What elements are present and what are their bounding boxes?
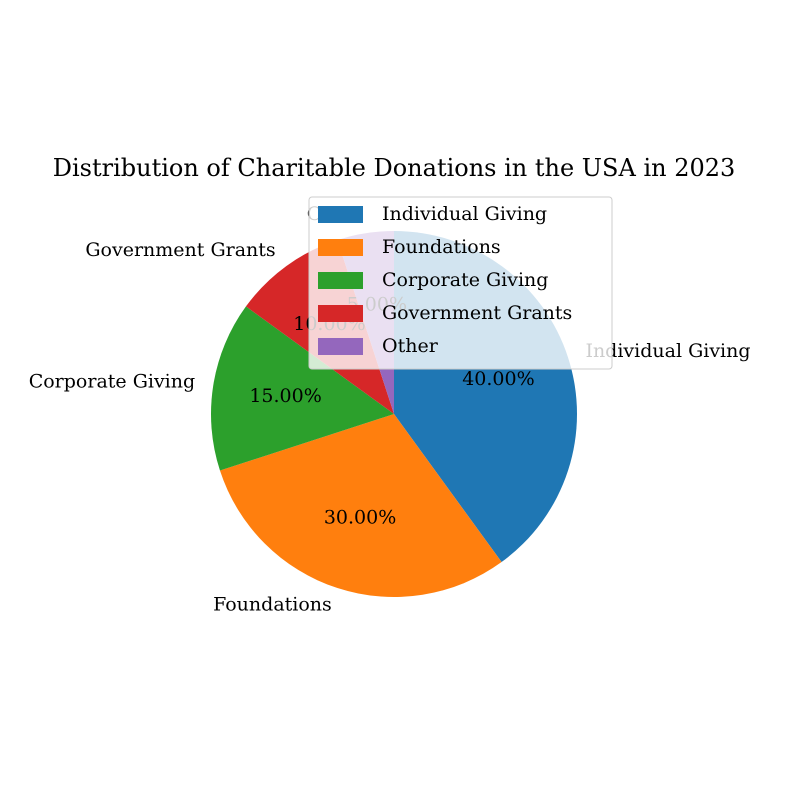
- slice-label-government-grants: Government Grants: [85, 239, 275, 261]
- legend: Individual Giving Foundations Corporate Gi…: [308, 196, 613, 370]
- chart-title: Distribution of Charitable Donations in …: [53, 154, 736, 182]
- legend-frame: [308, 196, 613, 370]
- legend-label-other: Other: [382, 335, 439, 357]
- percent-label-individual-giving: 40.00%: [462, 368, 534, 390]
- legend-label-corporate-giving: Corporate Giving: [382, 269, 548, 291]
- legend-item-corporate-giving: Corporate Giving: [318, 269, 548, 291]
- legend-swatch-corporate-giving: [318, 272, 363, 289]
- legend-swatch-other: [318, 338, 363, 355]
- legend-item-government-grants: Government Grants: [318, 302, 572, 324]
- pie-slice-foundations: [219, 414, 502, 597]
- legend-item-individual-giving: Individual Giving: [318, 203, 547, 225]
- slice-label-corporate-giving: Corporate Giving: [29, 371, 195, 393]
- legend-item-other: Other: [318, 335, 439, 357]
- slice-label-individual-giving: Individual Giving: [585, 340, 750, 362]
- legend-swatch-government-grants: [318, 305, 363, 322]
- percent-label-foundations: 30.00%: [324, 506, 396, 528]
- legend-item-foundations: Foundations: [318, 236, 501, 258]
- legend-swatch-individual-giving: [318, 206, 363, 223]
- legend-swatch-foundations: [318, 239, 363, 256]
- percent-label-corporate-giving: 15.00%: [249, 385, 321, 407]
- legend-label-government-grants: Government Grants: [382, 302, 572, 324]
- slice-label-foundations: Foundations: [213, 593, 332, 615]
- legend-label-foundations: Foundations: [382, 236, 501, 258]
- pie-slice-corporate-giving: [211, 306, 394, 471]
- legend-label-individual-giving: Individual Giving: [382, 203, 547, 225]
